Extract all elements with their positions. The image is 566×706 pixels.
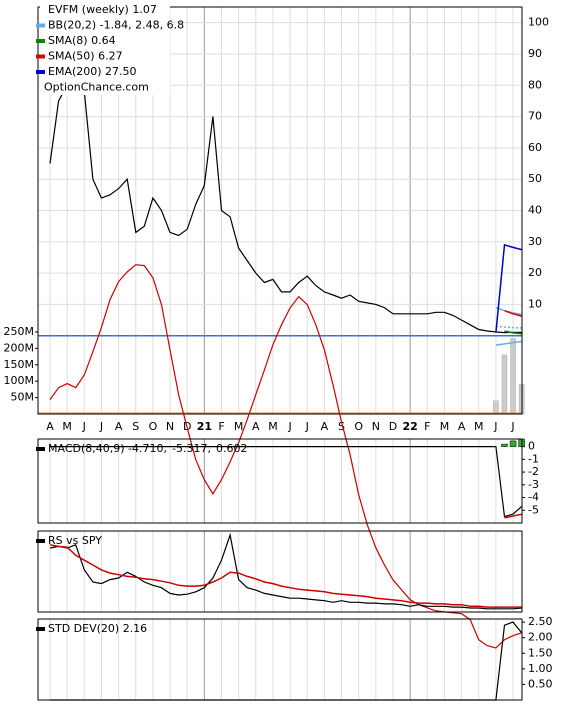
- legend-label: SMA(50) 6.27: [48, 50, 123, 63]
- x-tick-label: J: [510, 420, 514, 433]
- series-line: [495, 243, 522, 333]
- x-tick-label: O: [354, 420, 363, 433]
- volume-bar: [493, 400, 499, 415]
- x-tick-label: O: [149, 420, 158, 433]
- x-tick-label: M: [234, 420, 244, 433]
- x-tick-label: J: [99, 420, 103, 433]
- y-tick-label: 1.00: [528, 662, 553, 675]
- x-tick-label: A: [252, 420, 260, 433]
- series-line: [504, 513, 522, 519]
- y-tick-label: 30: [528, 235, 542, 248]
- panel-frame: [37, 6, 523, 415]
- x-tick-label: 22: [402, 420, 417, 433]
- series-line: [504, 309, 522, 317]
- x-tick-label: M: [268, 420, 278, 433]
- legend-swatch: [36, 539, 45, 543]
- overlay-line: [49, 264, 522, 649]
- x-tick-label: A: [321, 420, 329, 433]
- legend-label: -5.317,: [172, 442, 211, 455]
- x-tick-label: A: [115, 420, 123, 433]
- y2-tick-label: 100M: [4, 374, 35, 387]
- x-tick-label: J: [287, 420, 291, 433]
- legend-swatch: [36, 23, 45, 28]
- legend-label: EMA(200) 27.50: [48, 65, 137, 78]
- panel-frame: [37, 438, 523, 524]
- y-tick-label: 60: [528, 141, 542, 154]
- legend-label: RS vs SPY: [48, 534, 102, 547]
- y2-tick-label: 50M: [11, 391, 35, 404]
- series-line: [49, 544, 522, 608]
- series-line: [49, 84, 522, 334]
- y-tick-label: 40: [528, 204, 542, 217]
- series-line: [49, 532, 522, 610]
- panel-frame: [37, 618, 523, 701]
- x-tick-label: N: [372, 420, 380, 433]
- y2-tick-label: 200M: [4, 341, 35, 354]
- legend-swatch: [36, 39, 45, 43]
- legend-swatch: [36, 70, 45, 74]
- panel-frame: [37, 530, 523, 613]
- legend-label: MACD(8,40,9) -4.710,: [48, 442, 167, 455]
- x-tick-label: J: [82, 420, 86, 433]
- y-tick-label: 2.00: [528, 631, 553, 644]
- x-tick-label: A: [458, 420, 466, 433]
- y-tick-label: 20: [528, 266, 542, 279]
- legend-label: 0.602: [216, 442, 248, 455]
- y-tick-label: 1.50: [528, 646, 553, 659]
- band-upper: [495, 306, 522, 316]
- series-line: [504, 330, 522, 335]
- y-tick-label: -4: [528, 491, 539, 504]
- legend-label: BB(20,2) -1.84, 2.48, 6.8: [48, 19, 184, 32]
- volume-bar: [501, 354, 508, 415]
- x-tick-label: M: [440, 420, 450, 433]
- x-tick-label: N: [166, 420, 174, 433]
- legend-label: EVFM (weekly) 1.07: [48, 3, 157, 16]
- volume-bar: [510, 338, 516, 415]
- x-tick-label: A: [46, 420, 54, 433]
- x-tick-label: M: [474, 420, 484, 433]
- y-tick-label: 70: [528, 110, 542, 123]
- legend-label: STD DEV(20) 2.16: [48, 622, 147, 635]
- y-tick-label: 2.50: [528, 615, 553, 628]
- x-tick-label: S: [338, 420, 345, 433]
- x-tick-label: F: [218, 420, 224, 433]
- y2-tick-label: 150M: [4, 358, 35, 371]
- series-line: [50, 446, 522, 518]
- y-tick-label: 80: [528, 78, 542, 91]
- y-tick-label: 10: [528, 297, 542, 310]
- x-tick-label: J: [493, 420, 497, 433]
- y-tick-label: -2: [528, 465, 539, 478]
- panel-background: [38, 531, 522, 612]
- x-tick-label: F: [424, 420, 430, 433]
- annotation: OptionChance.com: [44, 81, 149, 94]
- histogram-bar: [509, 440, 517, 447]
- legend-swatch: [36, 447, 45, 451]
- y-tick-label: -3: [528, 478, 539, 491]
- x-tick-label: M: [62, 420, 72, 433]
- series-line: [495, 325, 522, 329]
- x-tick-label: J: [305, 420, 309, 433]
- x-tick-label: S: [132, 420, 139, 433]
- y-tick-label: -5: [528, 503, 539, 516]
- histogram-bar: [501, 443, 508, 447]
- band-lower: [495, 340, 522, 346]
- legend-label: SMA(8) 0.64: [48, 34, 116, 47]
- y-tick-label: 50: [528, 172, 542, 185]
- y-tick-label: 0.50: [528, 677, 553, 690]
- y-tick-label: 90: [528, 47, 542, 60]
- y-tick-label: 100: [528, 16, 549, 29]
- x-tick-label: D: [389, 420, 397, 433]
- y-tick-label: 0: [528, 440, 535, 453]
- y-tick-label: -1: [528, 452, 539, 465]
- y2-tick-label: 250M: [4, 325, 35, 338]
- legend-box: [40, 3, 170, 95]
- legend-swatch: [36, 627, 45, 631]
- x-tick-label: 21: [197, 420, 212, 433]
- legend-swatch: [36, 54, 45, 59]
